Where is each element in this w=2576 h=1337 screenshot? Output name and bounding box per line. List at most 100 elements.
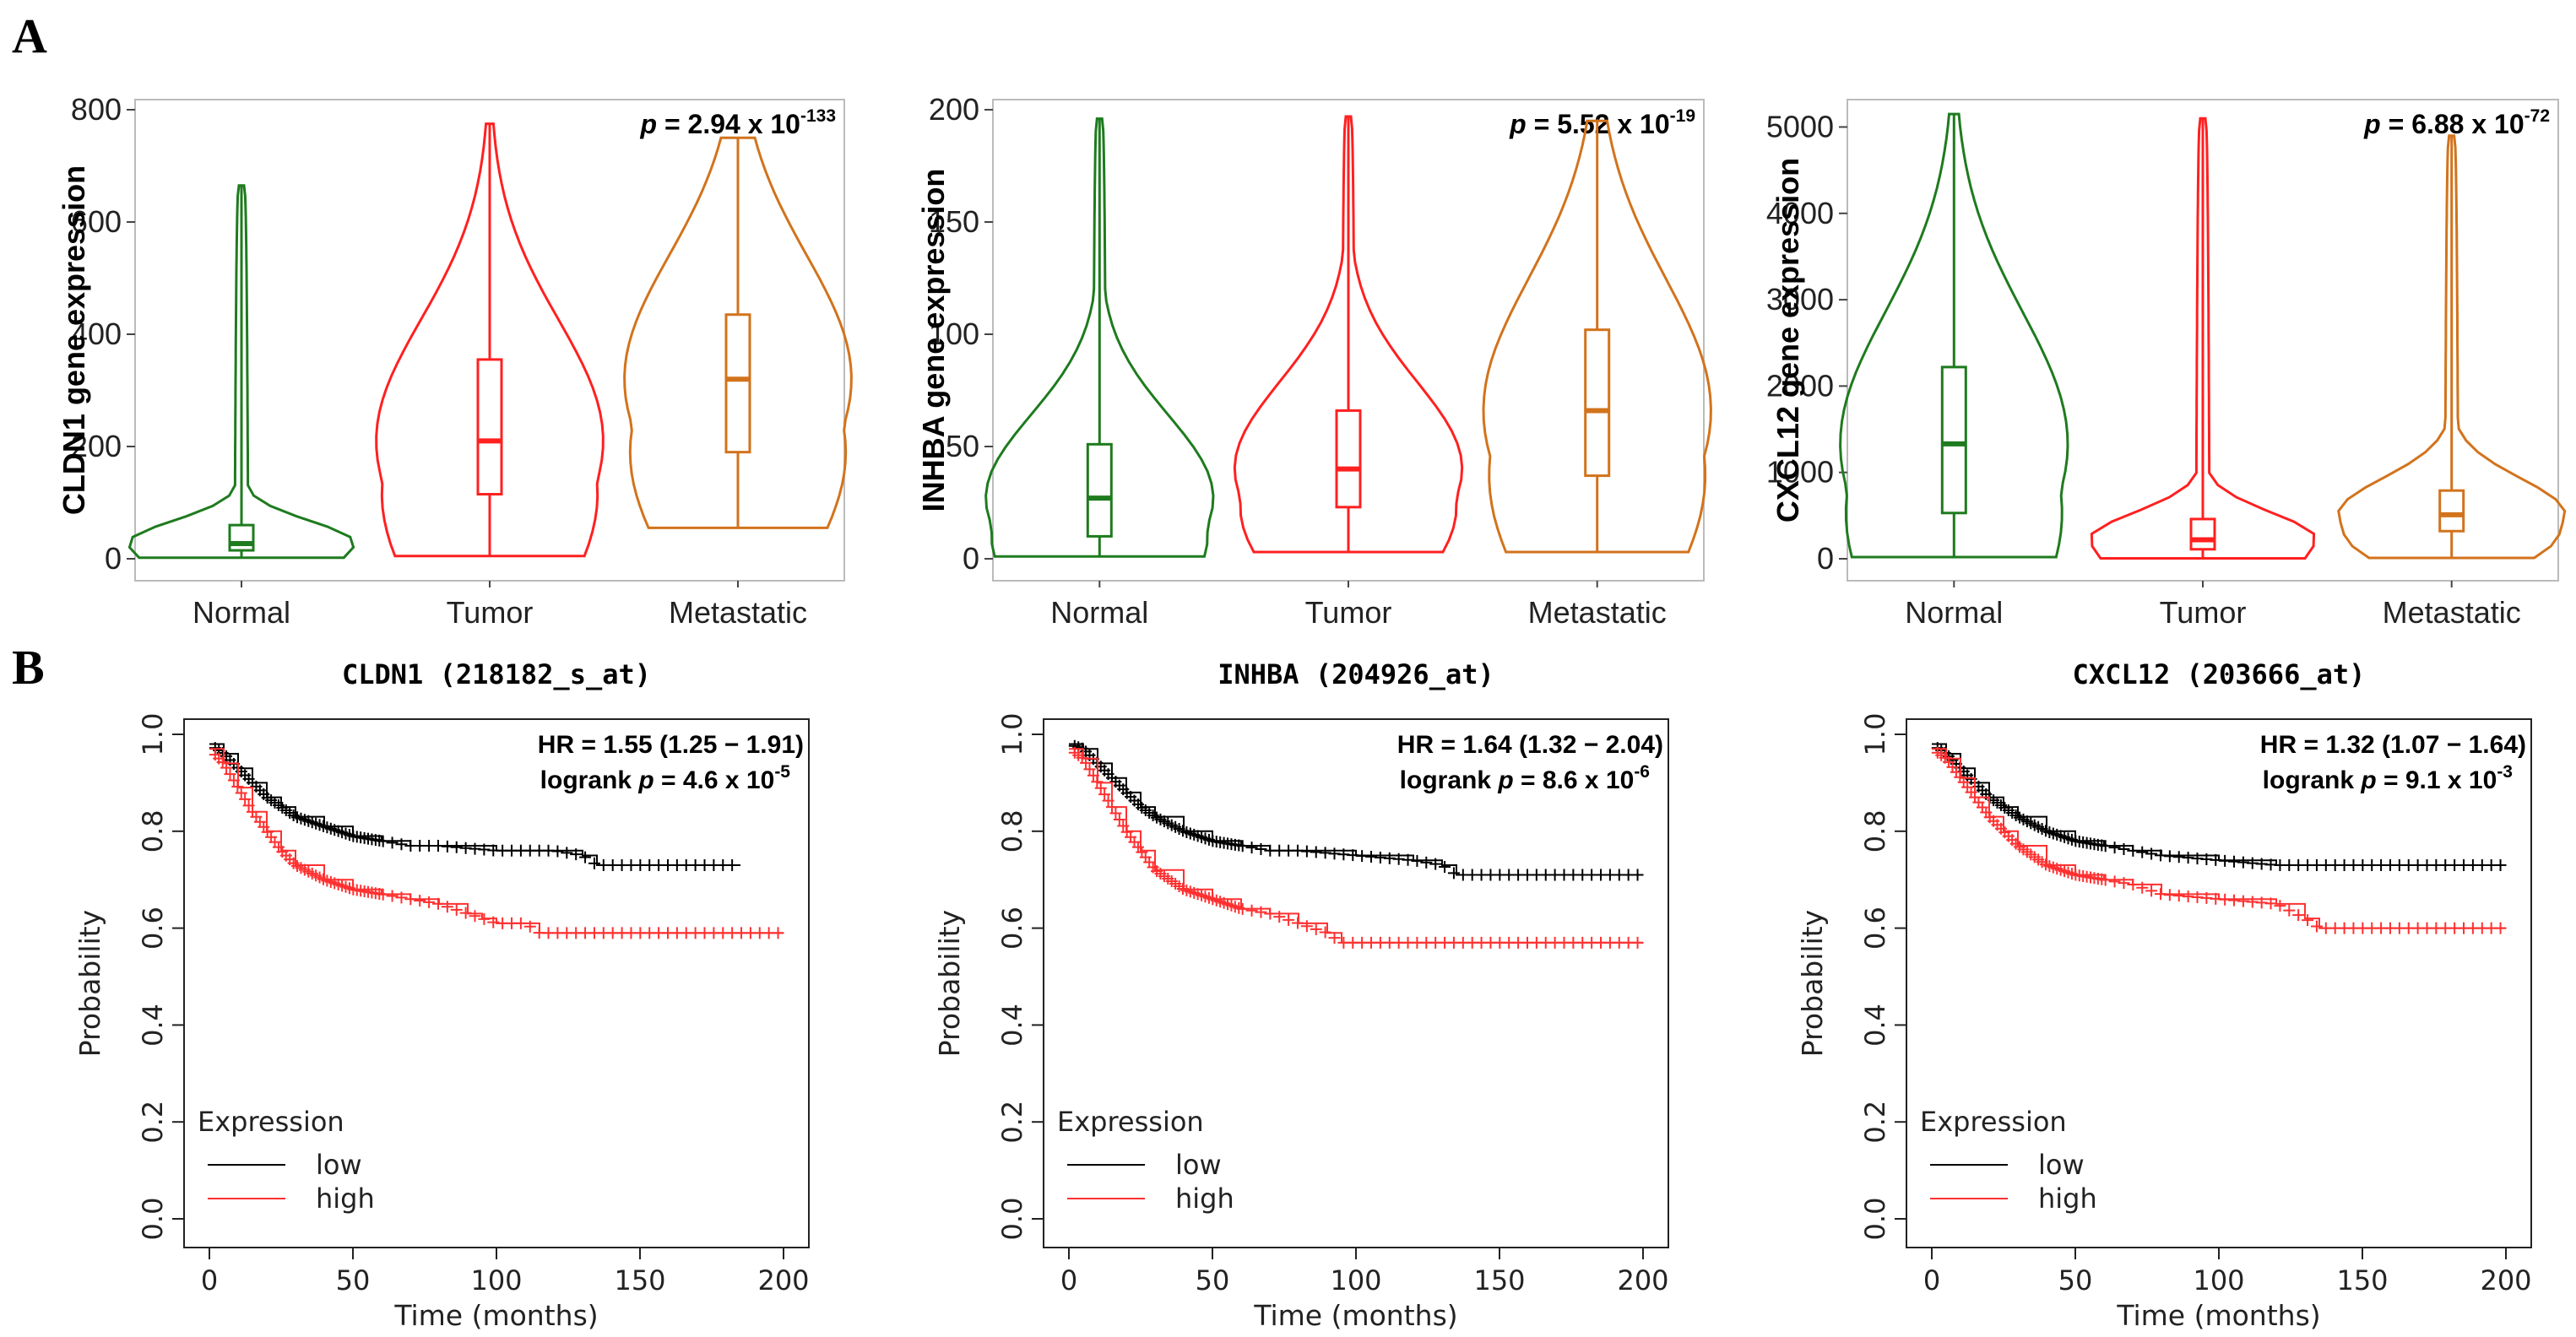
violin-inhba: 0 50 100 150 200 Normal Tumor Metastatic INHBA g…: [916, 92, 1712, 630]
x-tick-label: 0: [1060, 1264, 1077, 1296]
censor-mark: [227, 774, 240, 787]
censor-mark: [386, 836, 399, 849]
box-metastatic: [1584, 328, 1611, 478]
censor-mark: [2310, 920, 2323, 933]
logrank-value: = 9.1 x 10: [2377, 766, 2497, 794]
censor-mark: [2494, 858, 2507, 871]
censor-mark: [1439, 861, 1451, 874]
y-axis-label: Probability: [73, 910, 106, 1057]
y-tick-label: 0.0: [137, 1198, 169, 1241]
y-tick-label: 1.0: [1859, 713, 1891, 756]
x-tick-label: 100: [2193, 1264, 2244, 1296]
box-tumor: [476, 358, 503, 496]
x-tick-label: 100: [1330, 1264, 1381, 1296]
censor-mark: [2154, 849, 2167, 862]
km-curve-low: [1932, 743, 2506, 866]
x-category-label: Metastatic: [1528, 595, 1667, 630]
censor-mark: [395, 891, 408, 904]
censor-mark: [1631, 936, 1644, 949]
y-tick-label: 3000: [1766, 282, 1834, 317]
y-tick-label: 0.8: [1859, 809, 1891, 853]
y-tick-label: 0.8: [996, 809, 1028, 853]
censor-mark: [2302, 914, 2314, 927]
x-category-label: Normal: [1905, 595, 2003, 630]
legend-title: Expression: [1920, 1106, 2067, 1138]
x-tick-label: 0: [201, 1264, 218, 1296]
p-value-exponent: -19: [1670, 106, 1695, 126]
censor-mark: [2099, 874, 2112, 886]
censor-mark: [2108, 842, 2121, 854]
y-tick-label: 800: [71, 92, 122, 127]
censor-mark: [2136, 881, 2149, 894]
x-axis-label: Time (months): [393, 1299, 598, 1332]
censor-mark: [579, 851, 592, 863]
km-curve-low: [209, 743, 740, 866]
y-tick-label: 600: [71, 204, 122, 239]
box-tumor: [1335, 409, 1362, 509]
censor-mark: [404, 893, 417, 906]
censor-mark: [1106, 801, 1118, 814]
censor-mark: [1109, 807, 1122, 820]
censor-mark: [2108, 875, 2121, 888]
censor-mark: [2274, 900, 2286, 912]
y-tick-label: 0: [105, 541, 122, 576]
x-category-label: Tumor: [447, 595, 534, 630]
y-tick-label: 0.2: [137, 1101, 169, 1144]
censor-mark: [423, 896, 436, 908]
y-tick-label: 0: [1817, 541, 1834, 576]
censor-mark: [2494, 922, 2507, 934]
censor-marks-high: [1931, 746, 2507, 934]
censor-mark: [1236, 840, 1249, 853]
censor-mark: [1273, 911, 1286, 923]
y-tick-label: 0.8: [137, 809, 169, 853]
censor-mark: [2118, 877, 2130, 890]
y-tick-label: 5000: [1766, 109, 1834, 143]
logrank-exponent: -6: [1634, 762, 1650, 782]
censor-mark: [514, 917, 527, 929]
p-value-exponent: -72: [2524, 106, 2550, 126]
y-tick-label: 0.6: [137, 907, 169, 950]
censor-mark: [239, 793, 252, 805]
censor-mark: [1098, 788, 1111, 801]
y-tick-label: 0.4: [1859, 1004, 1891, 1047]
censor-mark: [726, 858, 739, 871]
y-tick-label: 0: [963, 541, 979, 576]
censor-mark: [395, 838, 408, 851]
censor-mark: [1255, 842, 1267, 855]
x-tick-label: 200: [757, 1264, 809, 1296]
km-frame: [1906, 718, 2532, 1248]
censor-mark: [1264, 907, 1277, 920]
x-tick-label: 50: [336, 1264, 371, 1296]
censor-mark: [377, 835, 389, 847]
box-tumor: [2189, 517, 2216, 551]
p-value-text: = 6.88 x 10: [2381, 109, 2524, 139]
logrank-label: logrank: [2263, 766, 2362, 794]
x-axis-label: Time (months): [1253, 1299, 1457, 1332]
p-symbol: p: [1509, 109, 1527, 139]
y-tick-label: 0.6: [996, 907, 1028, 950]
y-tick-label: 1000: [1766, 455, 1834, 490]
violin-metastatic: [623, 136, 853, 529]
censor-mark: [469, 910, 481, 923]
logrank-value: = 8.6 x 10: [1514, 766, 1635, 794]
y-tick-label: 1.0: [137, 713, 169, 756]
km-frame: [183, 718, 810, 1248]
censor-marks-low: [1931, 742, 2507, 871]
censor-mark: [551, 845, 564, 858]
p-value: p = 6.88 x 10-72: [2363, 106, 2550, 139]
km-frame: [1043, 718, 1669, 1248]
legend-title: Expression: [1057, 1106, 1204, 1138]
censor-mark: [1236, 902, 1249, 915]
censor-mark: [570, 848, 583, 861]
x-tick-label: 50: [1196, 1264, 1230, 1296]
censor-mark: [414, 895, 426, 907]
legend-title: Expression: [198, 1106, 344, 1138]
censor-mark: [1255, 906, 1267, 918]
violin-normal: [127, 184, 355, 560]
censor-mark: [1091, 776, 1104, 788]
p-value-text: = 2.94 x 10: [657, 109, 800, 139]
logrank-p: logrank p = 9.1 x 10-3: [2263, 762, 2513, 794]
x-tick-label: 150: [2336, 1264, 2388, 1296]
censor-mark: [1283, 913, 1295, 926]
x-tick-label: 200: [2480, 1264, 2531, 1296]
